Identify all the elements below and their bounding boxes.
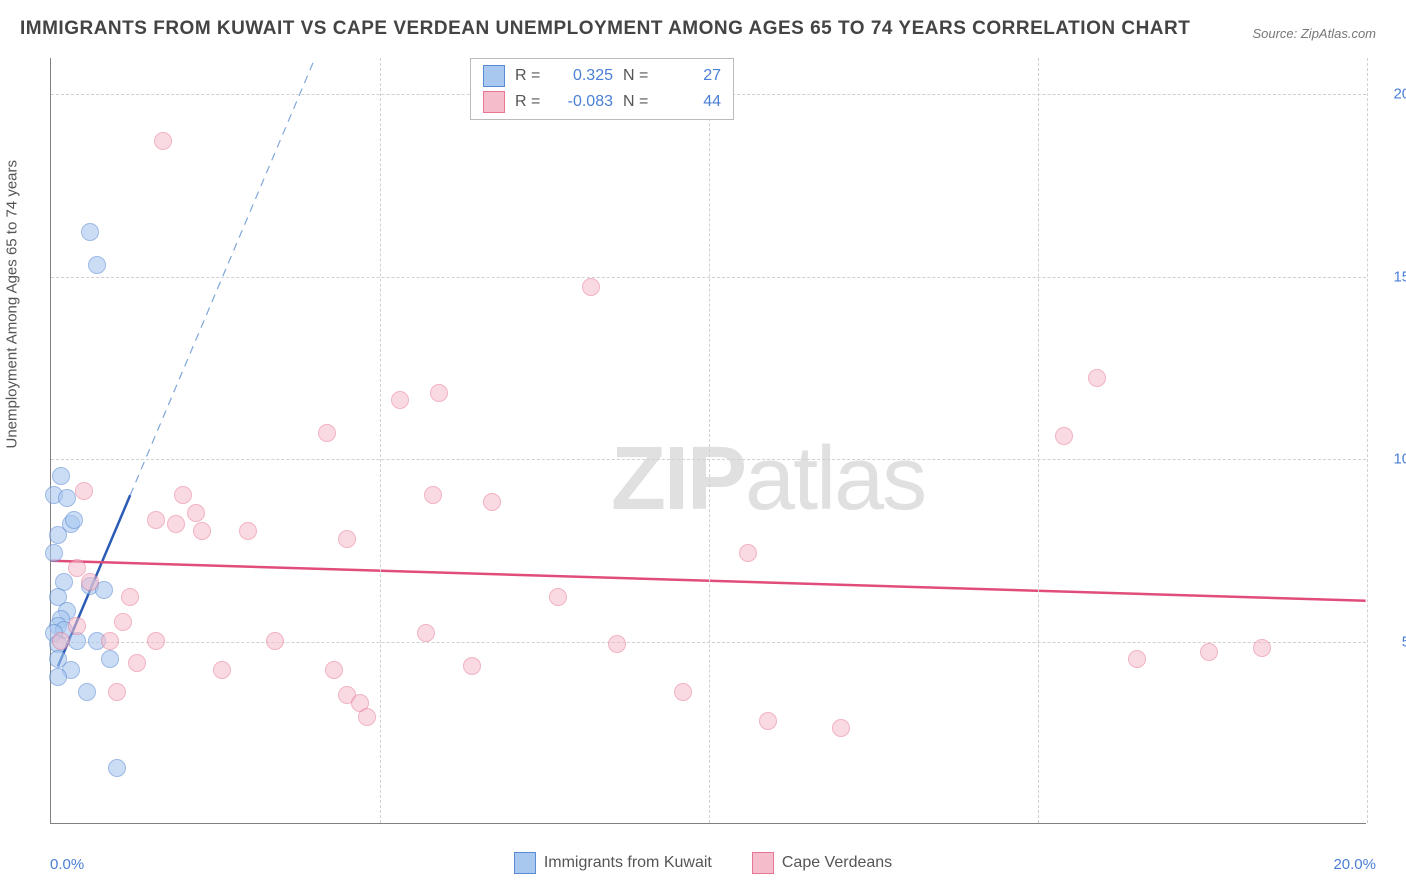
data-point	[49, 668, 67, 686]
data-point	[187, 504, 205, 522]
r-label: R =	[515, 67, 545, 85]
n-label: N =	[623, 93, 653, 111]
data-point	[213, 661, 231, 679]
n-value: 44	[663, 93, 721, 111]
r-value: -0.083	[555, 93, 613, 111]
data-point	[358, 708, 376, 726]
r-label: R =	[515, 93, 545, 111]
data-point	[78, 683, 96, 701]
data-point	[108, 683, 126, 701]
data-point	[239, 522, 257, 540]
data-point	[483, 493, 501, 511]
y-tick-label: 20.0%	[1376, 86, 1406, 103]
data-point	[68, 559, 86, 577]
data-point	[759, 712, 777, 730]
legend-swatch	[483, 91, 505, 113]
legend-swatch	[752, 852, 774, 874]
n-label: N =	[623, 67, 653, 85]
data-point	[739, 544, 757, 562]
data-point	[81, 223, 99, 241]
legend-series-item: Immigrants from Kuwait	[514, 852, 712, 874]
data-point	[81, 573, 99, 591]
legend-series-label: Cape Verdeans	[782, 854, 892, 872]
data-point	[193, 522, 211, 540]
plot-area: ZIPatlas 5.0%10.0%15.0%20.0%	[50, 58, 1366, 824]
data-point	[88, 256, 106, 274]
gridline-v	[709, 58, 710, 823]
data-point	[101, 650, 119, 668]
chart-title: IMMIGRANTS FROM KUWAIT VS CAPE VERDEAN U…	[20, 18, 1190, 40]
data-point	[114, 613, 132, 631]
data-point	[430, 384, 448, 402]
legend-stat-row: R = -0.083 N = 44	[471, 89, 733, 115]
data-point	[608, 635, 626, 653]
data-point	[128, 654, 146, 672]
legend-series-label: Immigrants from Kuwait	[544, 854, 712, 872]
data-point	[52, 632, 70, 650]
data-point	[49, 526, 67, 544]
data-point	[549, 588, 567, 606]
data-point	[338, 530, 356, 548]
legend-swatch	[483, 65, 505, 87]
legend-stat-row: R = 0.325 N = 27	[471, 63, 733, 89]
correlation-legend: R = 0.325 N = 27 R = -0.083 N = 44	[470, 58, 734, 120]
data-point	[154, 132, 172, 150]
data-point	[174, 486, 192, 504]
data-point	[45, 544, 63, 562]
data-point	[674, 683, 692, 701]
data-point	[147, 632, 165, 650]
gridline-v	[1367, 58, 1368, 823]
y-tick-label: 5.0%	[1376, 633, 1406, 650]
source-label: Source: ZipAtlas.com	[1252, 26, 1376, 41]
data-point	[75, 482, 93, 500]
data-point	[582, 278, 600, 296]
data-point	[266, 632, 284, 650]
data-point	[832, 719, 850, 737]
data-point	[108, 759, 126, 777]
gridline-v	[1038, 58, 1039, 823]
data-point	[424, 486, 442, 504]
data-point	[65, 511, 83, 529]
data-point	[318, 424, 336, 442]
data-point	[58, 489, 76, 507]
data-point	[1088, 369, 1106, 387]
data-point	[147, 511, 165, 529]
data-point	[101, 632, 119, 650]
legend-series-item: Cape Verdeans	[752, 852, 892, 874]
data-point	[121, 588, 139, 606]
data-point	[325, 661, 343, 679]
data-point	[167, 515, 185, 533]
data-point	[1253, 639, 1271, 657]
watermark: ZIPatlas	[611, 428, 925, 531]
data-point	[463, 657, 481, 675]
n-value: 27	[663, 67, 721, 85]
data-point	[52, 467, 70, 485]
data-point	[1200, 643, 1218, 661]
y-tick-label: 10.0%	[1376, 451, 1406, 468]
legend-swatch	[514, 852, 536, 874]
series-legend: Immigrants from Kuwait Cape Verdeans	[0, 852, 1406, 874]
data-point	[1128, 650, 1146, 668]
data-point	[68, 617, 86, 635]
y-axis-label: Unemployment Among Ages 65 to 74 years	[4, 160, 21, 449]
data-point	[1055, 427, 1073, 445]
r-value: 0.325	[555, 67, 613, 85]
gridline-v	[380, 58, 381, 823]
data-point	[391, 391, 409, 409]
data-point	[417, 624, 435, 642]
y-tick-label: 15.0%	[1376, 268, 1406, 285]
